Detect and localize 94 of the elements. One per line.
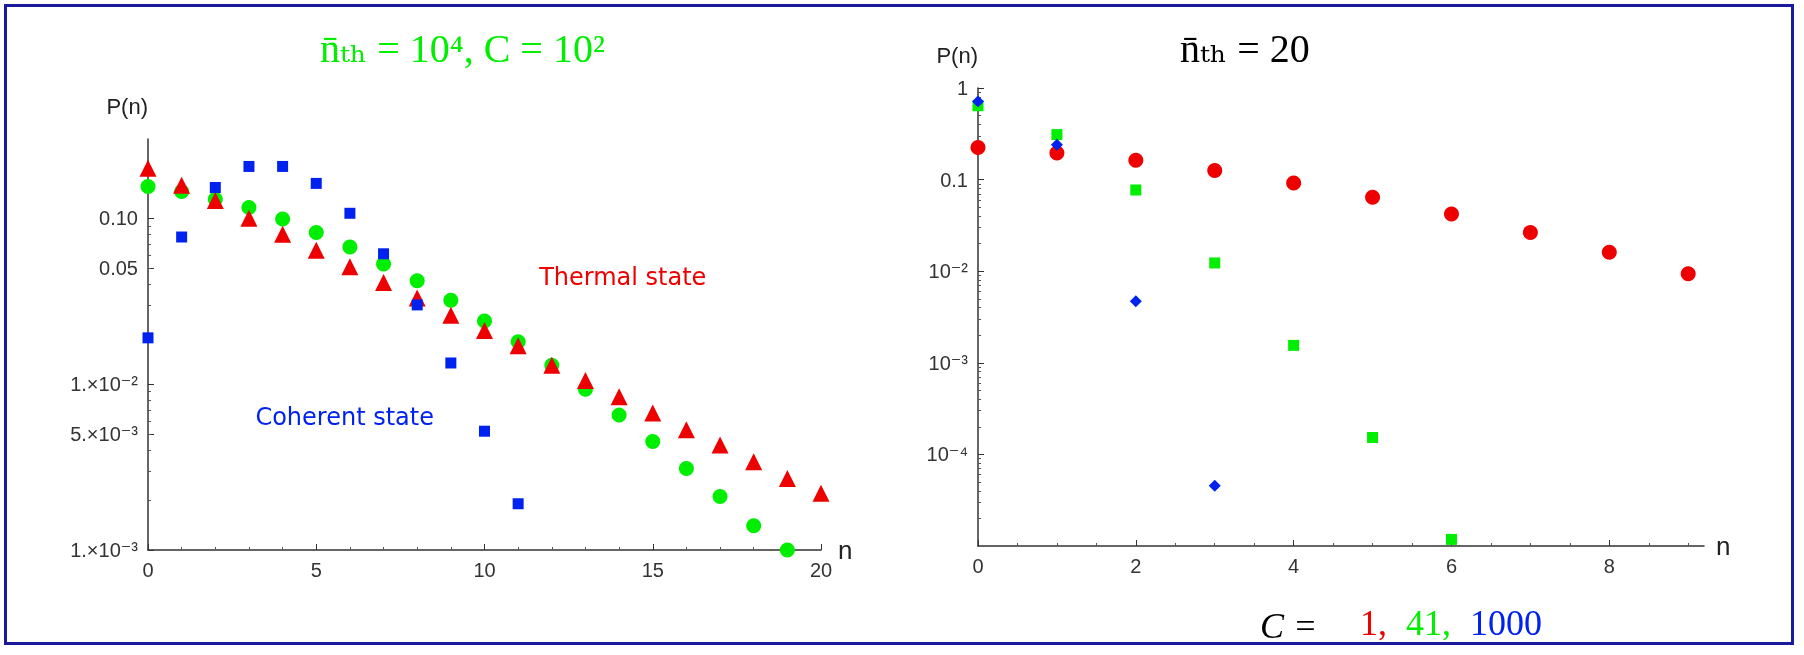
text: 1, [1360, 603, 1387, 643]
point [1050, 138, 1063, 151]
point [1129, 295, 1142, 308]
x-tick-label: 0 [972, 555, 984, 577]
point [375, 273, 393, 291]
point [610, 388, 628, 406]
x-tick-label: 0 [142, 559, 154, 581]
point [139, 159, 157, 177]
y-tick-label: 0.1 [940, 168, 968, 191]
text: 1000 [1470, 603, 1542, 643]
point [576, 372, 594, 390]
point [342, 239, 358, 255]
chart-title: n̄ₜₕ = 20 [1180, 25, 1310, 71]
text: Thermal state [538, 263, 707, 292]
x-axis-title: n [1716, 531, 1731, 561]
y-tick-label: 10⁻² [928, 260, 969, 283]
point [644, 404, 662, 422]
point [442, 306, 460, 324]
point [678, 460, 694, 476]
point [1207, 162, 1223, 178]
point [443, 292, 459, 308]
x-tick-label: 20 [809, 559, 833, 581]
point [445, 357, 457, 369]
series-label: 41, [1406, 603, 1451, 643]
point [779, 542, 795, 558]
point [1365, 189, 1381, 205]
x-tick-label: 10 [473, 559, 496, 581]
y-tick-label: 5.×10⁻³ [70, 423, 139, 446]
y-tick-label: 10⁻³ [928, 351, 969, 374]
point [176, 231, 188, 243]
legend-title: C = [1260, 606, 1318, 646]
point [712, 489, 728, 505]
point [307, 241, 325, 259]
point [275, 211, 291, 227]
point [746, 518, 762, 534]
point [1051, 129, 1063, 141]
chart-title: n̄ₜₕ = 10⁴, C = 10² [320, 25, 605, 71]
point [611, 407, 627, 423]
point [972, 95, 984, 108]
point [142, 332, 154, 344]
x-tick-label: 4 [1288, 555, 1300, 577]
point [243, 160, 255, 172]
y-tick-label: 0.10 [99, 207, 138, 230]
x-tick-label: 5 [310, 559, 322, 581]
point [409, 273, 425, 289]
y-tick-label: 1.×10⁻² [70, 373, 139, 396]
point [274, 225, 292, 243]
point [209, 182, 221, 194]
point [512, 498, 524, 510]
point [308, 224, 324, 240]
point [479, 425, 490, 437]
series-label: Coherent state [255, 403, 434, 432]
x-tick-label: 6 [1445, 555, 1458, 577]
point [310, 177, 322, 189]
y-tick-label: 0.05 [99, 257, 138, 280]
point [1128, 152, 1144, 168]
point [1209, 257, 1221, 269]
point [812, 484, 830, 502]
point [1130, 184, 1142, 196]
point [344, 207, 356, 219]
point [1522, 224, 1538, 240]
point [1208, 479, 1221, 492]
point [711, 436, 729, 454]
y-axis-title: P(n) [106, 93, 148, 119]
point [1680, 266, 1696, 282]
point [173, 176, 191, 194]
point [1367, 431, 1379, 443]
point [240, 209, 258, 227]
x-tick-label: 2 [1130, 555, 1142, 577]
x-tick-label: 15 [641, 559, 664, 581]
point [378, 248, 390, 260]
x-axis-title: n [838, 535, 853, 565]
point [1601, 244, 1617, 260]
y-tick-label: 1 [956, 77, 968, 99]
point [140, 179, 156, 195]
point [411, 299, 423, 311]
point [1288, 339, 1300, 351]
point [677, 421, 695, 439]
point [745, 453, 763, 471]
y-tick-label: 1.×10⁻³ [70, 539, 139, 561]
point [241, 199, 257, 215]
point [1443, 206, 1459, 222]
point [645, 434, 661, 450]
y-axis-title: P(n) [936, 42, 978, 68]
point [778, 469, 796, 487]
point [277, 160, 289, 172]
y-tick-label: 10⁻⁴ [926, 443, 968, 466]
point [970, 140, 986, 156]
point [476, 322, 493, 340]
point [509, 337, 527, 355]
point [1286, 175, 1302, 191]
point [341, 258, 359, 276]
point [1445, 533, 1457, 545]
x-tick-label: 8 [1603, 555, 1615, 577]
